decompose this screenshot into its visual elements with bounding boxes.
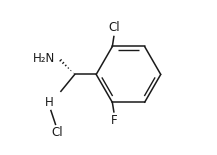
Text: H₂N: H₂N	[33, 52, 56, 65]
Text: H: H	[45, 96, 54, 109]
Text: Cl: Cl	[108, 21, 120, 34]
Text: Cl: Cl	[51, 126, 62, 139]
Text: F: F	[111, 114, 117, 127]
